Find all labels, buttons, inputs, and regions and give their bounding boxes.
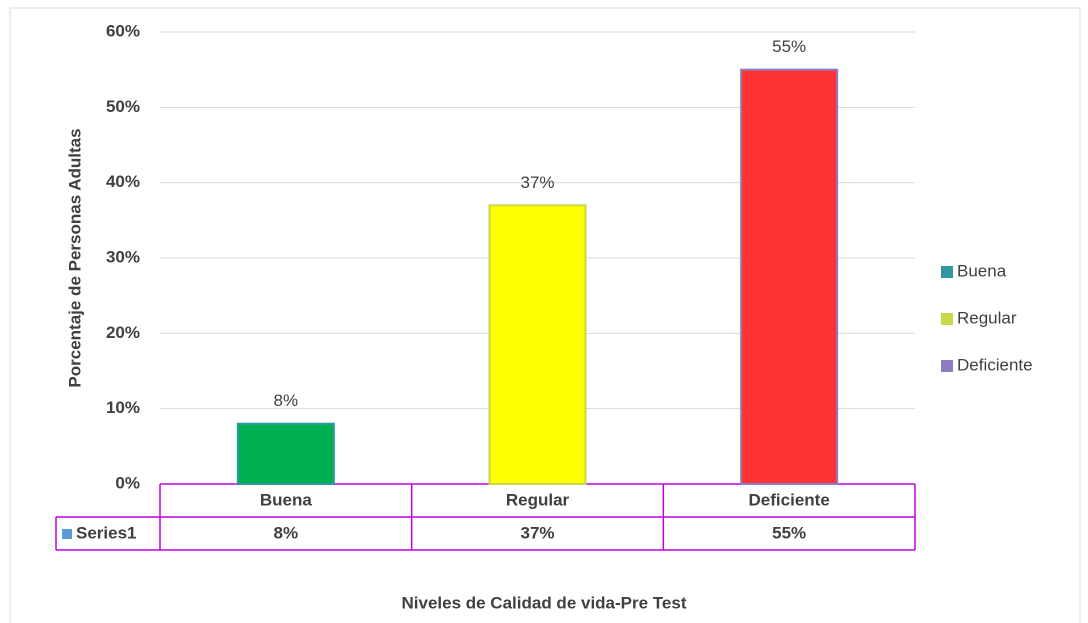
y-tick-label: 0% bbox=[115, 473, 140, 492]
legend-swatch bbox=[941, 266, 953, 278]
bar bbox=[740, 68, 839, 486]
y-tick-label: 50% bbox=[106, 97, 140, 116]
bar bbox=[236, 422, 335, 486]
series-key bbox=[62, 529, 72, 539]
data-label: 37% bbox=[520, 173, 554, 192]
y-tick-label: 10% bbox=[106, 398, 140, 417]
series-name: Series1 bbox=[76, 523, 137, 542]
legend-label: Buena bbox=[957, 261, 1007, 280]
table-value: 37% bbox=[520, 523, 554, 542]
data-label: 55% bbox=[772, 37, 806, 56]
legend-label: Deficiente bbox=[957, 355, 1033, 374]
x-axis-label: Niveles de Calidad de vida-Pre Test bbox=[401, 593, 686, 612]
y-axis-label: Porcentaje de Personas Adultas bbox=[65, 128, 84, 387]
x-tick-label: Regular bbox=[506, 490, 570, 509]
data-label: 8% bbox=[274, 391, 299, 410]
legend-swatch bbox=[941, 313, 953, 325]
legend-label: Regular bbox=[957, 308, 1017, 327]
table-value: 8% bbox=[274, 523, 299, 542]
bar bbox=[488, 204, 587, 485]
legend-swatch bbox=[941, 360, 953, 372]
x-tick-label: Buena bbox=[260, 490, 313, 509]
y-tick-label: 20% bbox=[106, 323, 140, 342]
y-tick-label: 40% bbox=[106, 172, 140, 191]
y-tick-label: 30% bbox=[106, 247, 140, 266]
y-tick-label: 60% bbox=[106, 21, 140, 40]
table-value: 55% bbox=[772, 523, 806, 542]
x-tick-label: Deficiente bbox=[749, 490, 830, 509]
